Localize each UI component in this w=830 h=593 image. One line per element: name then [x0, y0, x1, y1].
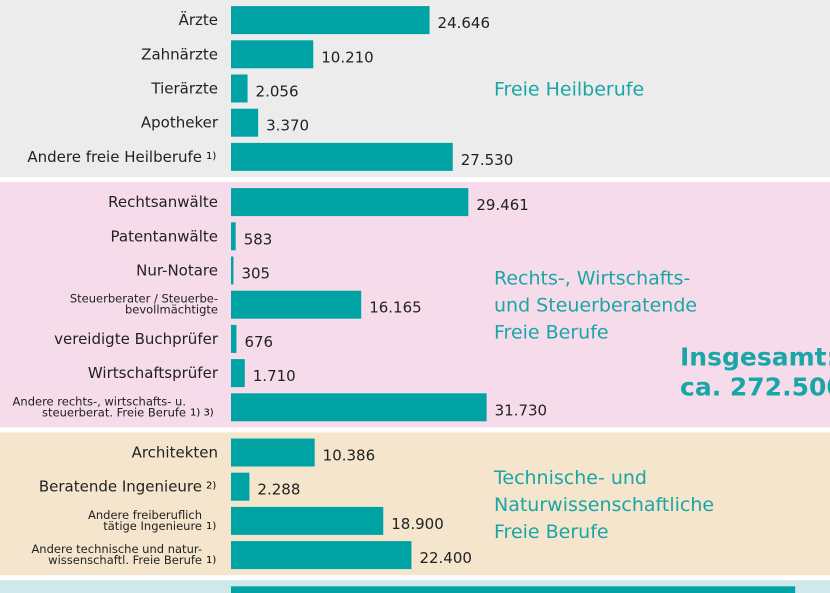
value-label: 10.210	[321, 48, 374, 66]
bar	[231, 506, 384, 535]
value-label: 22.400	[419, 549, 472, 567]
total-annotation: Insgesamt: ca. 272.500	[680, 342, 830, 401]
category-label: Freie Kulturberufe	[68, 591, 202, 593]
category-label: Rechtsanwälte	[108, 193, 218, 211]
group-band	[0, 432, 830, 576]
value-label: 305	[241, 265, 270, 283]
value-label: 676	[244, 333, 273, 351]
category-label: Andere technische und natur-wissenschaft…	[31, 542, 202, 567]
bar	[231, 108, 259, 137]
bar	[231, 6, 430, 35]
footnote: 2)	[206, 481, 216, 492]
group-label: Freie Kulturberufe	[494, 590, 664, 593]
bar	[231, 472, 250, 501]
category-label: Andere rechts-, wirtschafts- u. steuerber…	[13, 394, 186, 419]
bar	[231, 359, 245, 388]
group-label: Freie Heilberufe	[494, 79, 644, 101]
bar	[231, 438, 315, 467]
bar	[231, 40, 314, 69]
bar	[231, 586, 796, 593]
category-label: Andere freie Heilberufe	[27, 148, 202, 166]
footnote: 1)	[206, 555, 216, 566]
category-label: Zahnärzte	[141, 45, 218, 63]
footnote: 1)	[206, 521, 216, 532]
category-label: Patentanwälte	[111, 227, 219, 245]
category-label: Beratende Ingenieure	[39, 478, 202, 496]
bar	[231, 541, 412, 570]
group-label: Rechts-, Wirtschafts-und Steuerberatende…	[494, 268, 697, 344]
bar	[231, 188, 469, 217]
category-label: Architekten	[132, 444, 218, 462]
value-label: 1.710	[253, 367, 296, 385]
value-label: 29.461	[476, 196, 529, 214]
value-label: 31.730	[495, 401, 548, 419]
footnote: 1) 3)	[190, 407, 214, 418]
value-label: 18.900	[391, 515, 444, 533]
value-label: 10.386	[323, 447, 376, 465]
category-label: Steuerberater / Steuerbe-bevollmächtigte	[70, 292, 218, 317]
category-label: Tierärzte	[150, 80, 218, 98]
bar	[231, 393, 487, 422]
value-label: 27.530	[461, 151, 513, 169]
group-band	[0, 182, 830, 428]
category-label: Nur-Notare	[136, 262, 218, 280]
value-label: 16.165	[369, 299, 422, 317]
bar	[231, 74, 248, 103]
category-label: Apotheker	[141, 114, 219, 132]
category-label: Ärzte	[179, 10, 218, 29]
bar	[231, 290, 362, 319]
group-label: Technische- und Naturwissenschaftliche Fre…	[493, 467, 714, 543]
value-label: 3.370	[266, 117, 309, 135]
category-label: Andere freiberuflich tätige Ingenieure	[88, 508, 202, 533]
value-label: 24.646	[438, 14, 491, 32]
bar	[231, 256, 234, 285]
bar	[231, 142, 453, 171]
category-label: vereidigte Buchprüfer	[54, 330, 219, 348]
bar	[231, 222, 236, 251]
category-label: Wirtschaftsprüfer	[88, 364, 219, 382]
value-label: 2.288	[257, 481, 300, 499]
value-label: 2.056	[256, 83, 299, 101]
footnote: 1)	[206, 151, 216, 162]
bar	[231, 324, 237, 353]
value-label: 583	[244, 230, 273, 248]
